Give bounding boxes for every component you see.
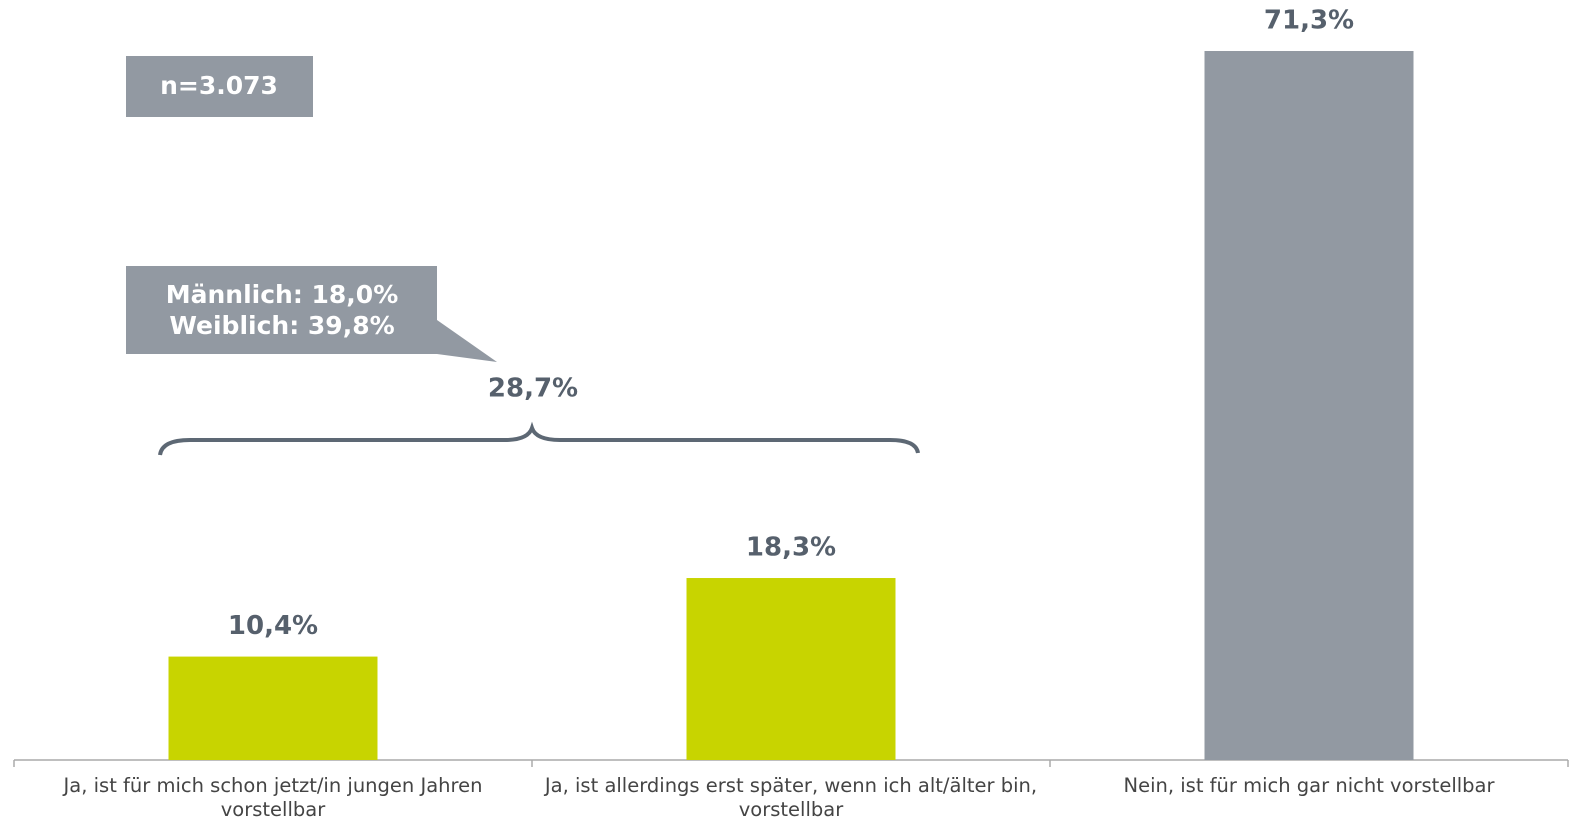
value-label: 18,3% xyxy=(746,533,836,563)
x-tick-label: Nein, ist für mich gar nicht vorstellbar xyxy=(1123,774,1495,797)
x-tick-label: Ja, ist allerdings erst später, wenn ich… xyxy=(544,774,1038,821)
annotation-box xyxy=(126,56,313,117)
annotation: n=3.073 xyxy=(160,71,278,100)
bracket xyxy=(158,421,920,456)
annotation: Weiblich: 39,8% xyxy=(169,311,394,340)
bar xyxy=(686,578,896,760)
annotation: 28,7% xyxy=(488,374,578,404)
x-tick-label: Ja, ist für mich schon jetzt/in jungen J… xyxy=(63,774,483,821)
annotation: Männlich: 18,0% xyxy=(166,280,399,309)
annotation-callout xyxy=(126,266,497,362)
value-label: 10,4% xyxy=(228,611,318,641)
bar xyxy=(1204,51,1414,760)
value-label: 71,3% xyxy=(1264,6,1354,36)
bar xyxy=(168,656,378,760)
